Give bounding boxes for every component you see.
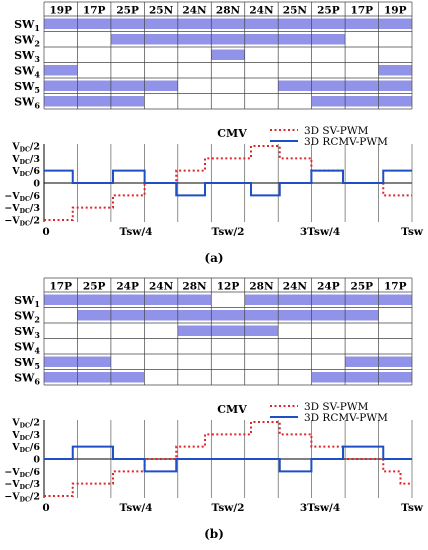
vector-label: 28N	[249, 281, 274, 293]
vector-label: 24P	[116, 281, 139, 293]
vector-label: 24N	[182, 5, 207, 17]
cmv-x-tick-label: Tsw/2	[212, 226, 245, 238]
cmv-x-tick-label: 3Tsw/4	[300, 226, 340, 238]
vector-label: 17P	[351, 5, 374, 17]
cmv-y-tick-label: −VDC/6	[4, 191, 40, 203]
switch-label: SW4	[14, 65, 40, 80]
switch-on-bar	[244, 294, 412, 305]
switch-label: SW6	[14, 96, 40, 111]
cmv-y-tick-label: −VDC/3	[4, 203, 40, 215]
cmv-y-tick-label: VDC/2	[11, 418, 40, 430]
switch-on-bar	[211, 49, 245, 60]
legend-sv-label: 3D SV-PWM	[304, 125, 369, 137]
switch-on-bar	[44, 372, 145, 383]
sv-pwm-line	[44, 421, 412, 497]
cmv-title: CMV	[217, 403, 247, 416]
switch-on-bar	[44, 65, 78, 76]
vector-label: 25P	[116, 5, 139, 17]
panel-caption: (b)	[204, 527, 224, 541]
switch-label: SW4	[14, 341, 40, 356]
switch-on-bar	[44, 294, 212, 305]
cmv-x-tick-label: 0	[42, 502, 49, 514]
cmv-y-tick-label: VDC/6	[11, 442, 40, 454]
vector-label: 24N	[249, 5, 274, 17]
vector-label: 24N	[149, 281, 174, 293]
switch-label: SW1	[14, 18, 40, 33]
vector-label: 19P	[49, 5, 72, 17]
switch-on-bar	[44, 96, 145, 107]
vector-label: 17P	[49, 281, 72, 293]
switch-on-bar	[110, 34, 346, 45]
vector-label: 24P	[317, 281, 340, 293]
switch-label: SW2	[14, 310, 40, 325]
cmv-y-tick-label: −VDC/3	[4, 479, 40, 491]
cmv-x-tick-label: 3Tsw/4	[300, 502, 340, 514]
vector-label: 25P	[317, 5, 340, 17]
vector-label: 28N	[216, 5, 241, 17]
cmv-x-tick-label: 0	[42, 226, 49, 238]
vector-label: 25P	[83, 281, 106, 293]
switch-label: SW6	[14, 372, 40, 387]
cmv-title: CMV	[217, 127, 247, 140]
cmv-y-tick-label: VDC/3	[11, 430, 40, 442]
switch-label: SW1	[14, 294, 40, 309]
cmv-y-tick-label: −VDC/6	[4, 467, 40, 479]
vector-label: 17P	[384, 281, 407, 293]
cmv-y-tick-label: −VDC/2	[4, 216, 40, 228]
vector-label: 25P	[351, 281, 374, 293]
cmv-x-tick-label: Tsw	[401, 226, 424, 238]
switch-on-bar	[311, 96, 412, 107]
vector-label: 12P	[217, 281, 240, 293]
panel-a: 19P 17P 25P 25N 24N 28N 24N 25N 25P 17P 19PSW1SW2S…	[4, 1, 424, 265]
cmv-x-tick-label: Tsw/4	[120, 502, 153, 514]
switch-label: SW5	[14, 80, 40, 95]
cmv-y-tick-label: VDC/2	[11, 142, 40, 154]
cmv-y-tick-label: 0	[33, 455, 40, 466]
vector-label: 25N	[283, 5, 308, 17]
switch-label: SW5	[14, 356, 40, 371]
legend-rcmv-label: 3D RCMV-PWM	[304, 412, 388, 424]
switch-on-bar	[311, 372, 412, 383]
vector-label: 19P	[384, 5, 407, 17]
vector-label: 25N	[149, 5, 174, 17]
switch-on-bar	[77, 310, 379, 321]
switch-label: SW2	[14, 34, 40, 49]
vector-label: 24N	[283, 281, 308, 293]
cmv-y-tick-label: −VDC/2	[4, 492, 40, 504]
switch-label: SW3	[14, 325, 40, 340]
switch-on-bar	[177, 325, 279, 336]
legend-rcmv-label: 3D RCMV-PWM	[304, 136, 388, 148]
panel-caption: (a)	[204, 251, 223, 265]
cmv-y-tick-label: 0	[33, 179, 40, 190]
cmv-x-tick-label: Tsw	[401, 502, 424, 514]
rcmv-pwm-line	[44, 445, 412, 473]
legend-sv-label: 3D SV-PWM	[304, 401, 369, 413]
vector-label: 28N	[182, 281, 207, 293]
rcmv-pwm-line	[44, 169, 412, 197]
switch-label: SW3	[14, 49, 40, 64]
cmv-y-tick-label: VDC/3	[11, 154, 40, 166]
cmv-x-tick-label: Tsw/4	[120, 226, 153, 238]
switch-on-bar	[44, 18, 412, 29]
switch-on-bar	[378, 65, 412, 76]
cmv-x-tick-label: Tsw/2	[212, 502, 245, 514]
vector-label: 17P	[83, 5, 106, 17]
panel-b: 17P 25P 24P 24N 28N 12P 28N 24N 24P 25P 17PSW1SW2S…	[4, 277, 424, 541]
cmv-y-tick-label: VDC/6	[11, 166, 40, 178]
sv-pwm-line	[44, 145, 412, 221]
